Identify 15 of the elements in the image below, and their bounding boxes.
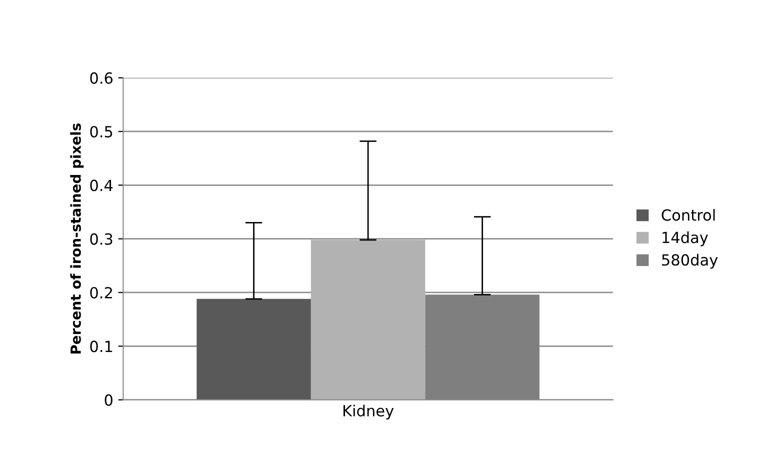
bar	[425, 294, 540, 400]
y-tick-label: 0.2	[90, 286, 112, 299]
y-axis-title: Percent of iron-stained pixels	[70, 124, 84, 354]
y-tick-label: 0.5	[90, 126, 112, 138]
y-tick-label: 0.1	[90, 340, 112, 352]
y-tick-label: 0.4	[90, 180, 113, 192]
bar	[196, 298, 311, 400]
y-tick-label: 0.3	[90, 233, 112, 245]
x-tick-label: Kidney	[344, 404, 394, 420]
bar	[310, 240, 426, 400]
legend-label: Control	[662, 209, 715, 221]
legend-label: 14day	[662, 231, 708, 246]
y-tick-label: 0	[104, 394, 112, 406]
y-tick-label: 0.6	[90, 72, 113, 84]
legend-label: 580day	[662, 254, 718, 269]
